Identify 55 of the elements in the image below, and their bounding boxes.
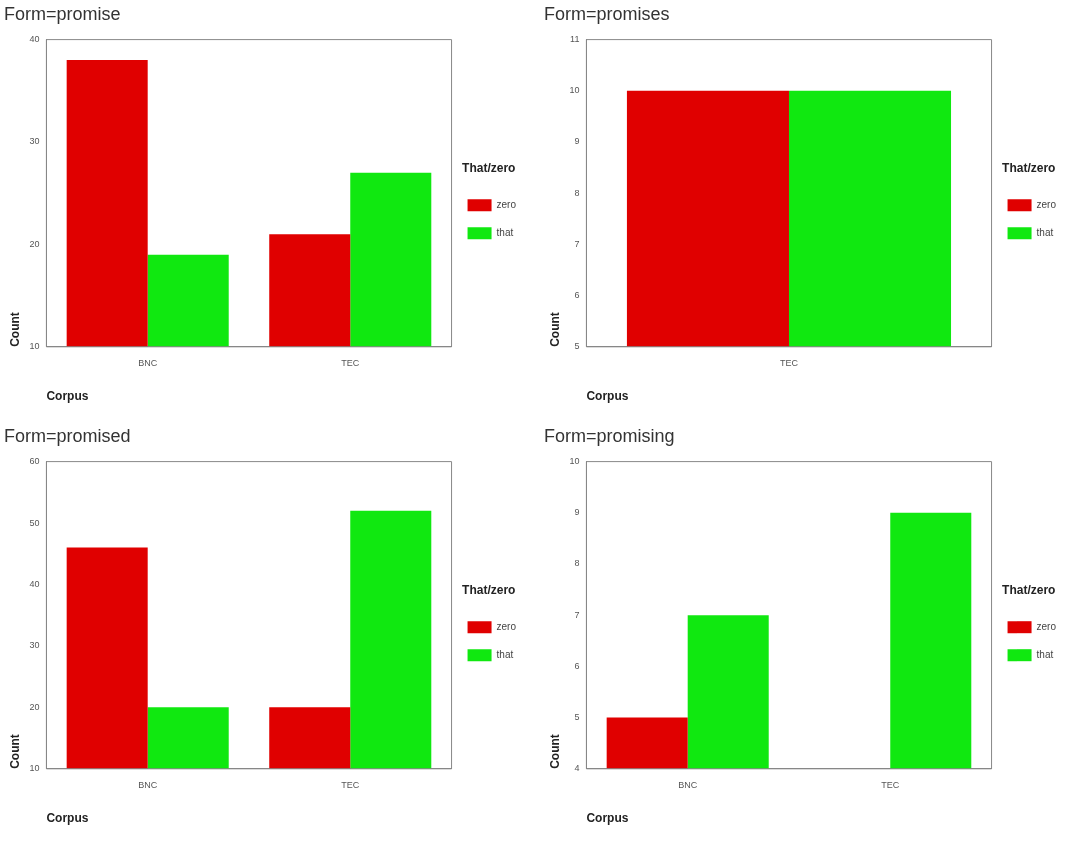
y-tick-label: 40 bbox=[29, 34, 40, 45]
y-tick-label: 4 bbox=[574, 763, 580, 774]
legend-label: zero bbox=[1036, 198, 1057, 210]
y-tick-label: 10 bbox=[29, 341, 40, 352]
chart-title: Form=promised bbox=[4, 425, 131, 446]
y-tick-label: 7 bbox=[574, 238, 580, 249]
y-tick-label: 6 bbox=[574, 290, 580, 301]
legend-title: That/zero bbox=[1002, 161, 1056, 176]
y-tick-label: 20 bbox=[29, 701, 40, 712]
legend-title: That/zero bbox=[462, 161, 516, 176]
chart-title: Form=promising bbox=[544, 425, 675, 446]
legend-title: That/zero bbox=[462, 583, 516, 598]
x-axis-title: Corpus bbox=[586, 389, 629, 404]
y-tick-label: 60 bbox=[29, 456, 40, 467]
x-axis-title: Corpus bbox=[586, 811, 629, 826]
legend-label: zero bbox=[496, 620, 517, 632]
legend-title: That/zero bbox=[1002, 583, 1056, 598]
legend-label: that bbox=[496, 226, 514, 238]
y-tick-label: 5 bbox=[574, 341, 580, 352]
legend-label: that bbox=[1036, 648, 1054, 660]
x-tick-label: BNC bbox=[138, 779, 158, 790]
y-tick-label: 10 bbox=[569, 85, 580, 96]
x-axis-title: Corpus bbox=[46, 811, 89, 826]
chart-title: Form=promise bbox=[4, 3, 121, 24]
y-tick-label: 9 bbox=[574, 136, 580, 147]
y-tick-label: 8 bbox=[574, 558, 580, 569]
y-tick-label: 10 bbox=[569, 456, 580, 467]
y-tick-label: 9 bbox=[574, 507, 580, 518]
x-tick-label: BNC bbox=[678, 779, 698, 790]
x-tick-label: TEC bbox=[341, 779, 360, 790]
y-tick-label: 10 bbox=[29, 763, 40, 774]
y-axis-title: Count bbox=[547, 734, 562, 769]
y-tick-label: 11 bbox=[570, 34, 580, 45]
y-tick-label: 8 bbox=[574, 187, 580, 198]
y-axis-title: Count bbox=[7, 312, 22, 347]
chart-title: Form=promises bbox=[544, 3, 670, 24]
x-axis-title: Corpus bbox=[46, 389, 89, 404]
legend-label: that bbox=[496, 648, 514, 660]
x-tick-label: BNC bbox=[138, 357, 158, 368]
y-tick-label: 6 bbox=[574, 660, 580, 671]
x-tick-label: TEC bbox=[341, 357, 360, 368]
y-tick-label: 50 bbox=[29, 517, 40, 528]
legend-label: zero bbox=[496, 198, 517, 210]
y-tick-label: 30 bbox=[29, 640, 40, 651]
y-tick-label: 40 bbox=[29, 578, 40, 589]
y-tick-label: 5 bbox=[574, 712, 580, 723]
legend-label: that bbox=[1036, 226, 1054, 238]
y-axis-title: Count bbox=[7, 734, 22, 769]
y-tick-label: 7 bbox=[574, 609, 580, 620]
y-axis-title: Count bbox=[547, 312, 562, 347]
x-tick-label: TEC bbox=[881, 779, 900, 790]
legend-label: zero bbox=[1036, 620, 1057, 632]
y-tick-label: 20 bbox=[29, 238, 40, 249]
x-tick-label: TEC bbox=[779, 357, 799, 368]
y-tick-label: 30 bbox=[29, 136, 40, 147]
